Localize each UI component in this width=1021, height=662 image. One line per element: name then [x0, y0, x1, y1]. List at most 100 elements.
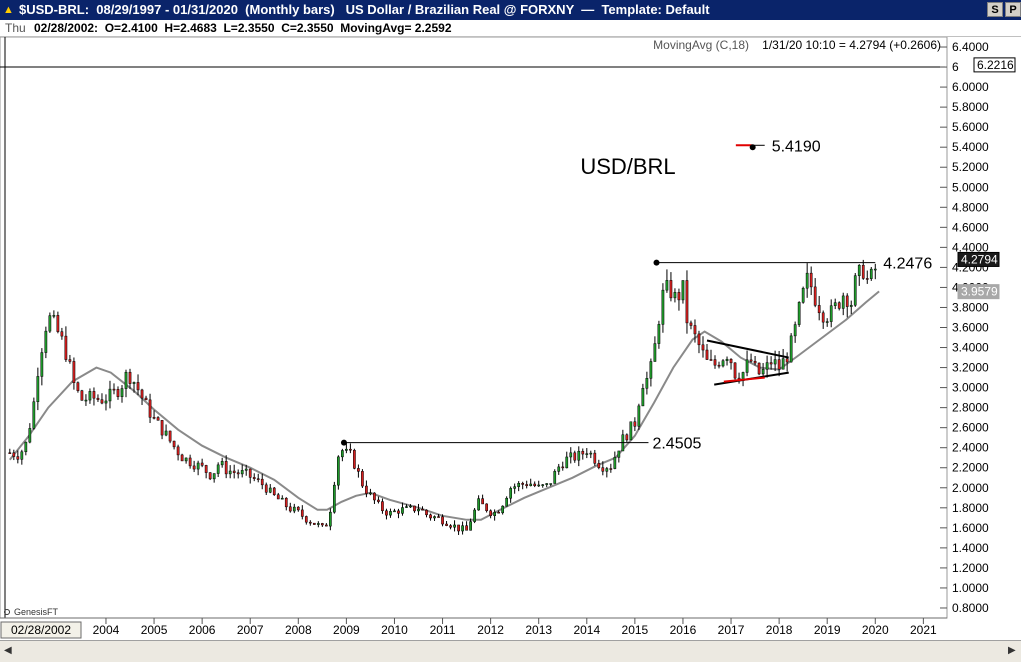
candle-up — [637, 405, 641, 427]
cursor-date-box — [0, 621, 82, 639]
resistance-anchor-dot — [653, 259, 660, 266]
candle-up — [641, 388, 645, 407]
candle-down — [160, 420, 164, 436]
candle-up — [613, 457, 617, 469]
candle-down — [525, 484, 529, 487]
candle-up — [673, 292, 677, 299]
candle-down — [188, 457, 192, 467]
candle-up — [333, 484, 336, 513]
window-title-bar: ▲ $USD-BRL: 08/29/1997 - 01/31/2020 (Mon… — [0, 0, 1021, 20]
x-tick-label: 2010 — [381, 623, 408, 637]
candle-up — [292, 506, 296, 512]
y-tick-label: 1.0000 — [952, 581, 989, 595]
candle-up — [369, 492, 372, 495]
candle-up — [645, 378, 649, 389]
candle-down — [116, 389, 120, 397]
candle-up — [32, 401, 36, 429]
x-tick-label: 2021 — [910, 623, 937, 637]
candle-down — [324, 524, 328, 527]
candle-up — [268, 487, 272, 493]
candle-down — [489, 510, 492, 516]
y-tick-label: 5.4000 — [952, 140, 989, 154]
price-chart[interactable]: 2.4505 4.2476 5.4190 6.4000 6 6.0000 5.8000 5.… — [0, 37, 1021, 640]
candle-up — [661, 289, 665, 325]
scroll-right-icon[interactable]: ▶ — [1008, 645, 1016, 656]
y-tick-label: 3.4000 — [952, 341, 989, 355]
candle-up — [417, 508, 420, 512]
candle-down — [689, 322, 693, 326]
candle-up — [801, 287, 805, 303]
candle-down — [357, 468, 360, 472]
candle-down — [96, 397, 100, 400]
s-button[interactable]: S — [987, 2, 1003, 17]
candle-up — [869, 268, 873, 279]
price-tag — [957, 251, 1000, 267]
price-tag-label: 4.2794 — [961, 252, 998, 266]
candle-down — [485, 503, 488, 512]
candle-down — [413, 505, 416, 512]
candle-up — [721, 360, 725, 367]
candle-up — [240, 470, 244, 475]
candle-down — [429, 514, 432, 519]
candle-down — [260, 478, 264, 486]
candle-up — [84, 399, 88, 402]
y-tick-label: 4.4000 — [952, 240, 989, 254]
y-tick-label: 2.6000 — [952, 421, 989, 435]
chart-app-icon: ▲ — [3, 4, 14, 16]
candle-up — [553, 471, 557, 484]
y-tick-label: 3.8000 — [952, 300, 989, 314]
candle-down — [677, 292, 681, 301]
legend-indicator: MovingAvg (C,18) — [653, 38, 749, 52]
y-tick-label: 5.2000 — [952, 160, 989, 174]
candle-up — [120, 388, 124, 397]
x-tick-label: 2007 — [237, 623, 264, 637]
candle-down — [148, 399, 152, 418]
y-tick-label: 0.8000 — [952, 601, 989, 615]
candle-down — [785, 358, 789, 363]
horizontal-scrollbar[interactable]: ◀ ▶ — [0, 640, 1021, 662]
candle-down — [128, 371, 132, 384]
candle-down — [593, 452, 597, 464]
candle-up — [337, 456, 340, 486]
candle-down — [609, 468, 613, 470]
candle-down — [441, 516, 444, 525]
resistance-label: 2.4505 — [652, 436, 701, 453]
candle-down — [8, 452, 12, 454]
y-tick-label: 2.0000 — [952, 481, 989, 495]
x-tick-label: 2020 — [862, 623, 889, 637]
moving-average-line — [9, 290, 880, 521]
y-tick-label: 4.6000 — [952, 220, 989, 234]
candle-up — [341, 450, 344, 458]
x-tick-label: 2016 — [670, 623, 697, 637]
p-button[interactable]: P — [1005, 2, 1021, 17]
candle-up — [797, 302, 801, 325]
candle-up — [857, 264, 861, 276]
candle-up — [473, 509, 476, 522]
candle-up — [405, 506, 408, 508]
candle-down — [204, 465, 208, 473]
candle-down — [497, 511, 500, 514]
candle-down — [753, 360, 757, 364]
candle-down — [777, 359, 781, 370]
candle-up — [44, 330, 48, 353]
candle-down — [296, 506, 300, 511]
scroll-left-icon[interactable]: ◀ — [4, 645, 12, 656]
trendline — [723, 376, 765, 383]
candle-up — [453, 524, 456, 528]
chart-title: USD/BRL — [580, 154, 675, 179]
candle-up — [829, 305, 833, 322]
resistance-anchor-dot — [340, 439, 347, 446]
candle-down — [481, 498, 484, 505]
target-marker-dot — [749, 144, 756, 151]
candle-down — [705, 349, 709, 360]
candle-down — [200, 462, 204, 466]
candle-down — [377, 499, 380, 502]
x-tick-label: 2009 — [333, 623, 360, 637]
candle-down — [12, 452, 16, 457]
candle-down — [381, 501, 384, 512]
candle-up — [88, 391, 92, 401]
candle-up — [244, 468, 248, 471]
watermark: GenesisFT — [14, 607, 59, 617]
candle-up — [509, 488, 513, 499]
candle-down — [208, 472, 212, 480]
